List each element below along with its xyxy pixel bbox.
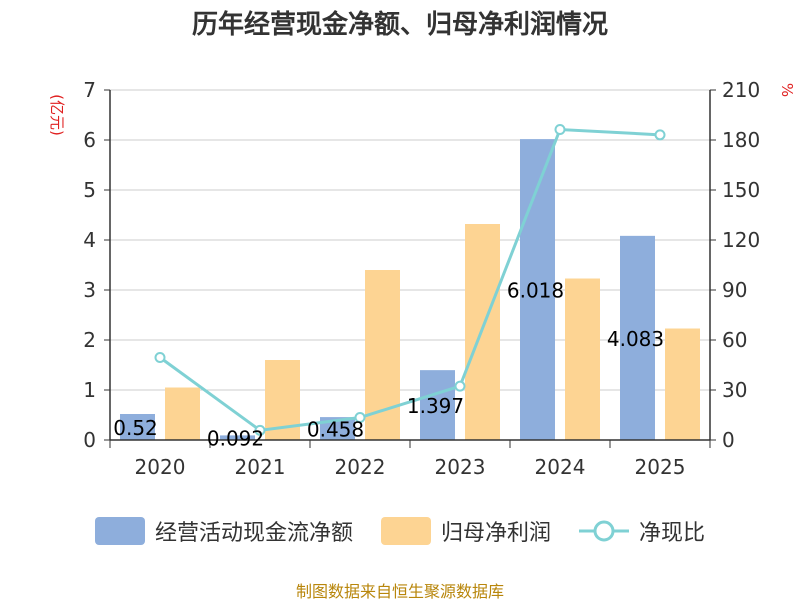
y-axis-right-label: % — [778, 83, 796, 97]
data-label-cashflow: 0.458 — [307, 418, 364, 442]
source-note: 制图数据来自恒生聚源数据库 — [295, 582, 504, 601]
data-label-cashflow: 0.092 — [207, 427, 264, 451]
bar-profit — [165, 387, 200, 440]
legend-item-profit[interactable]: 归母净利润 — [380, 515, 551, 547]
y-right-tick-label: 30 — [722, 378, 747, 402]
y-right-tick-label: 120 — [722, 228, 760, 252]
y-right-tick-label: 150 — [722, 178, 760, 202]
x-tick-label: 2024 — [535, 455, 586, 479]
bar-cashflow — [620, 235, 655, 440]
data-label-cashflow: 1.397 — [407, 394, 464, 418]
y-left-tick-label: 3 — [83, 278, 96, 302]
data-label-cashflow: 6.018 — [507, 279, 564, 303]
y-right-tick-label: 90 — [722, 278, 747, 302]
bar-cashflow — [120, 414, 155, 440]
ratio-point — [254, 424, 266, 436]
x-tick-label: 2020 — [135, 455, 186, 479]
legend-label-profit: 归母净利润 — [440, 521, 551, 546]
legend-item-cashflow[interactable]: 经营活动现金流净额 — [94, 515, 353, 547]
x-tick-label: 2023 — [435, 455, 486, 479]
bar-profit — [665, 328, 700, 440]
legend-swatch-cashflow — [94, 517, 145, 545]
y-left-tick-label: 6 — [83, 128, 96, 152]
chart-title: 历年经营现金净额、归母净利润情况 — [191, 10, 608, 40]
y-right-tick-label: 0 — [722, 428, 735, 452]
legend-label-ratio: 净现比 — [639, 521, 706, 546]
y-left-tick-label: 2 — [83, 328, 96, 352]
legend: 经营活动现金流净额 归母净利润 净现比 — [0, 515, 800, 547]
y-right-tick-label: 60 — [722, 328, 747, 352]
legend-label-cashflow: 经营活动现金流净额 — [154, 521, 353, 546]
legend-item-ratio[interactable]: 净现比 — [579, 515, 705, 547]
x-tick-label: 2025 — [635, 455, 686, 479]
ratio-line — [154, 124, 666, 436]
gridlines — [110, 89, 710, 391]
ratio-point — [354, 412, 366, 423]
legend-swatch-profit — [380, 517, 431, 545]
ratio-line-path — [159, 127, 661, 432]
data-label-cashflow: 0.52 — [113, 416, 158, 440]
y-right-tick-label: 180 — [722, 128, 760, 152]
ratio-point — [654, 129, 666, 141]
bar-profit — [565, 278, 600, 440]
bar-cashflow — [420, 370, 455, 440]
y-axis-left-label: (亿元) — [48, 94, 66, 136]
y-left-tick-label: 0 — [83, 428, 96, 452]
bar-cashflow — [220, 435, 255, 440]
legend-swatch-ratio — [579, 520, 629, 542]
ratio-point — [154, 352, 166, 363]
axes: 0 1 2 3 4 5 6 7 0 30 60 90 120 150 180 210 2020 2021 2022 2… — [83, 78, 760, 479]
data-labels: 0.52 0.092 0.458 1.397 6.018 4.083 — [113, 279, 664, 451]
y-left-tick-label: 1 — [83, 378, 96, 402]
ratio-point — [554, 124, 566, 135]
x-tick-label: 2022 — [335, 455, 386, 479]
y-right-tick-label: 210 — [722, 78, 760, 102]
y-left-tick-label: 7 — [83, 78, 96, 102]
y-left-tick-label: 4 — [83, 228, 96, 252]
x-tick-label: 2021 — [235, 455, 286, 479]
y-left-tick-label: 5 — [83, 178, 96, 202]
data-label-cashflow: 4.083 — [607, 327, 664, 351]
ratio-point — [454, 380, 466, 392]
